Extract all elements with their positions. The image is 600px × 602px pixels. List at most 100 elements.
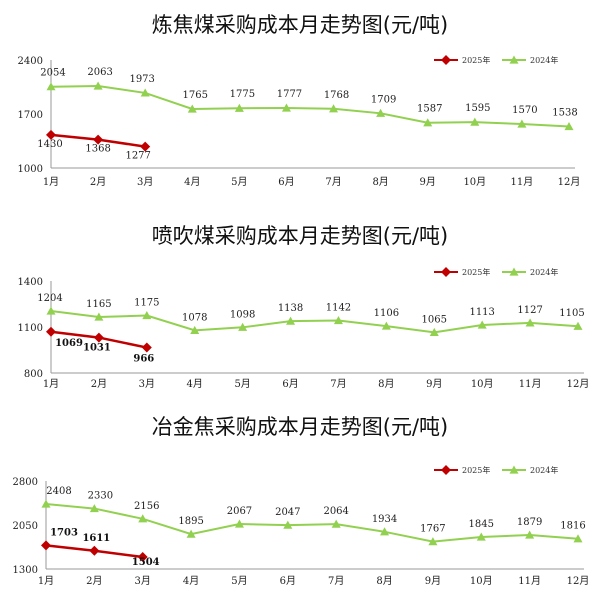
series-line-2024 [50,84,570,128]
data-label: 1127 [517,305,542,316]
data-label: 1069 [55,338,83,349]
data-label: 1368 [85,144,110,155]
x-tick-label: 10月 [470,575,493,587]
legend-label: 2025年 [462,267,490,277]
data-point [46,129,56,140]
x-tick-label: 9月 [420,176,436,188]
x-tick-label: 11月 [519,378,542,390]
data-point [333,316,343,325]
data-label: 1138 [278,303,303,314]
data-label: 1570 [512,105,537,116]
x-tick-label: 6月 [278,176,294,188]
data-label: 2067 [227,506,252,517]
x-tick-label: 5月 [231,575,247,587]
x-tick-label: 2月 [90,176,106,188]
legend-marker [441,267,451,277]
data-point [46,306,56,315]
data-label: 1775 [230,89,255,100]
data-label: 1078 [182,312,207,323]
x-tick-label: 5月 [234,378,250,390]
data-point [89,545,100,556]
data-label: 1430 [37,139,62,150]
x-tick-label: 6月 [282,378,298,390]
legend: 2025年 2024年 [434,465,558,475]
x-tick-label: 11月 [518,575,541,587]
data-point [476,532,486,541]
y-tick-label: 2400 [18,56,43,67]
data-point [470,117,480,126]
y-tick-label: 1400 [18,277,43,288]
data-label: 1895 [178,516,203,527]
data-point [140,88,150,97]
data-label: 1816 [560,521,585,532]
data-point [234,103,244,112]
data-point [331,519,341,528]
x-tick-label: 12月 [558,176,581,188]
x-tick-label: 11月 [511,176,534,188]
data-point [46,326,56,337]
data-label: 1204 [37,293,62,304]
x-tick-label: 9月 [425,575,441,587]
data-point [187,104,197,113]
data-point [517,119,527,128]
x-tick-label: 1月 [43,378,59,390]
data-label: 1777 [277,89,302,100]
x-tick-label: 1月 [38,575,54,587]
x-tick-label: 6月 [280,575,296,587]
series-line-2024 [50,310,579,334]
data-label: 1106 [374,308,399,319]
x-tick-label: 7月 [330,378,346,390]
data-point [41,499,51,508]
data-label: 1595 [465,103,490,114]
data-label: 1879 [517,517,542,528]
data-point [423,118,433,127]
x-tick-label: 10月 [471,378,494,390]
series-line-2024 [45,503,579,543]
data-label: 2064 [323,506,348,517]
data-point [564,121,574,131]
data-point [238,322,248,331]
x-tick-label: 3月 [135,575,151,587]
x-tick-label: 12月 [567,378,590,390]
legend-marker [509,465,519,474]
data-label: 1277 [125,151,150,162]
data-point [138,514,148,523]
legend-marker [509,267,519,276]
x-tick-label: 7月 [325,176,341,188]
data-point [234,519,244,528]
x-tick-label: 2月 [86,575,102,587]
data-point [93,81,103,90]
data-point [477,320,487,329]
data-label: 1142 [326,303,351,314]
data-label: 1113 [469,307,494,318]
data-point [381,321,391,330]
legend-label: 2024年 [530,55,558,65]
y-tick-label: 2050 [13,521,38,532]
data-label: 1845 [469,519,494,530]
data-label: 2054 [40,68,65,79]
data-label: 1587 [417,104,442,115]
data-label: 2408 [46,486,71,497]
y-tick-label: 2800 [13,477,38,488]
data-label: 2047 [275,507,300,518]
data-label: 1611 [82,533,110,544]
data-point [93,134,104,145]
legend-label: 2024年 [530,267,558,277]
y-tick-label: 1700 [18,110,43,121]
x-tick-label: 9月 [426,378,442,390]
data-label: 1767 [420,524,445,535]
x-tick-label: 8月 [376,575,392,587]
x-tick-label: 4月 [187,378,203,390]
x-tick-label: 8月 [378,378,394,390]
data-point [137,552,148,563]
data-label: 1973 [129,74,154,85]
data-point [94,312,104,321]
legend-label: 2025年 [462,55,490,65]
data-label: 1709 [371,94,396,105]
data-point [141,342,152,353]
y-tick-label: 1000 [18,164,43,175]
x-tick-label: 3月 [137,176,153,188]
data-label: 1538 [552,107,577,118]
